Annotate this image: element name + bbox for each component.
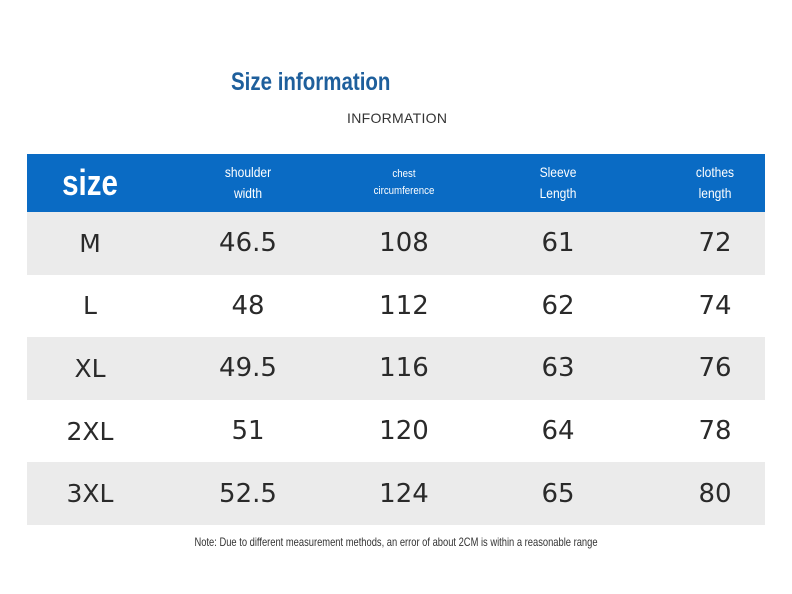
table-header: size shoulder width chest circumference … [27, 154, 765, 212]
page-subtitle: INFORMATION [347, 110, 448, 126]
chest-cell: 124 [379, 478, 429, 509]
header-size: size [62, 162, 118, 203]
clothes-cell: 78 [698, 416, 732, 447]
measurement-note: Note: Due to different measurement metho… [194, 535, 598, 549]
sleeve-cell: 61 [541, 228, 575, 259]
table-row: M 46.5 108 61 72 [27, 212, 765, 275]
clothes-cell: 72 [698, 228, 732, 259]
header-chest-circumference: chest circumference [373, 168, 435, 197]
shoulder-cell: 48 [231, 290, 265, 321]
shoulder-cell: 52.5 [219, 478, 277, 509]
size-cell: XL [74, 353, 106, 383]
sleeve-cell: 63 [541, 353, 575, 384]
sleeve-cell: 65 [541, 478, 575, 509]
size-cell: 2XL [66, 416, 114, 446]
header-shoulder-width: shoulder width [224, 164, 272, 201]
size-cell: 3XL [66, 479, 114, 509]
header-sleeve-length: Sleeve Length [539, 164, 577, 201]
table-row: 3XL 52.5 124 65 80 [27, 462, 765, 525]
size-cell: M [79, 228, 101, 258]
clothes-cell: 80 [698, 478, 732, 509]
size-table: size shoulder width chest circumference … [27, 154, 765, 525]
page-title: Size information [231, 68, 391, 96]
chest-cell: 120 [379, 416, 429, 447]
table-row: 2XL 51 120 64 78 [27, 399, 765, 463]
shoulder-cell: 49.5 [219, 353, 277, 384]
shoulder-cell: 51 [231, 416, 265, 447]
clothes-cell: 74 [698, 290, 732, 321]
chest-cell: 112 [379, 290, 429, 321]
shoulder-cell: 46.5 [219, 228, 277, 259]
chest-cell: 108 [379, 228, 429, 259]
size-cell: L [83, 291, 97, 321]
sleeve-cell: 64 [541, 416, 575, 447]
header-clothes-length: clothes length [695, 164, 735, 201]
table-row: XL 49.5 116 63 76 [27, 337, 765, 400]
table-row: L 48 112 62 74 [27, 274, 765, 338]
chest-cell: 116 [379, 353, 429, 384]
clothes-cell: 76 [698, 353, 732, 384]
sleeve-cell: 62 [541, 290, 575, 321]
